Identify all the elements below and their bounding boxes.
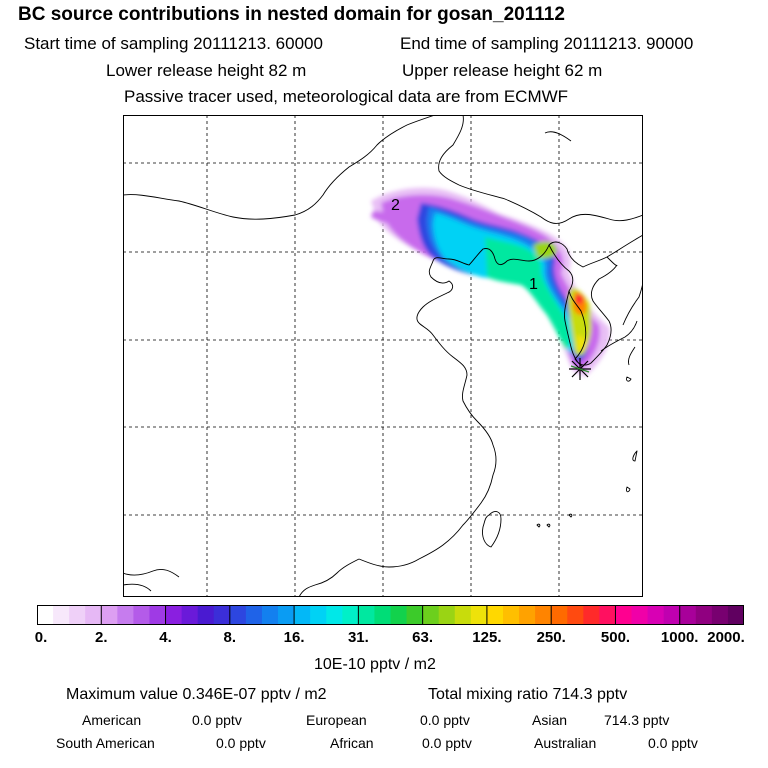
colorbar-cell (310, 605, 327, 625)
colorbar-tick-label: 500. (600, 629, 631, 646)
total-mixing-ratio-label: Total mixing ratio 714.3 pptv (428, 686, 628, 703)
colorbar-cell (599, 605, 616, 625)
map-panel: 2 1 (123, 115, 643, 597)
colorbar-tick-label: 1000. (660, 629, 699, 646)
colorbar-cell (502, 605, 520, 625)
colorbar-cell (679, 605, 697, 625)
colorbar-cell (261, 605, 279, 625)
region-value-european: 0.0 pptv (420, 712, 470, 728)
colorbar-cell (390, 605, 408, 625)
colorbar-cell (165, 605, 183, 625)
end-time-label: End time of sampling 20111213. 90000 (400, 34, 694, 53)
colorbar-cell (695, 605, 713, 625)
colorbar-tick-label: 16. (283, 629, 305, 646)
colorbar-cell (647, 605, 665, 625)
colorbar-cell (326, 605, 343, 625)
colorbar-cell (149, 605, 167, 625)
colorbar-cell (358, 605, 375, 625)
colorbar-cell (438, 605, 456, 625)
colorbar-cell (727, 605, 744, 625)
colorbar-cell (551, 605, 568, 625)
region-name-asian: Asian (532, 712, 568, 728)
colorbar-cell (117, 605, 134, 625)
colorbar-cell (278, 605, 295, 625)
colorbar-cell (406, 605, 424, 625)
colorbar-cell (197, 605, 215, 625)
region-name-australian: Australian (534, 735, 597, 751)
colorbar-cell (53, 605, 70, 625)
colorbar-cell (583, 605, 600, 625)
colorbar-cell (69, 605, 86, 625)
tracer-note: Passive tracer used, meteorological data… (124, 87, 569, 106)
start-time-label: Start time of sampling 20111213. 60000 (24, 34, 323, 53)
colorbar-cell (663, 605, 681, 625)
colorbar-cell (133, 605, 150, 625)
colorbar-tick-label: 4. (159, 629, 172, 646)
receptor-star-icon (569, 358, 591, 380)
colorbar-cell (615, 605, 633, 625)
lower-release-label: Lower release height 82 m (106, 61, 307, 80)
colorbar-cell (631, 605, 649, 625)
region-value-south-american: 0.0 pptv (216, 735, 266, 751)
colorbar-cell (535, 605, 552, 625)
colorbar-cell (342, 605, 359, 625)
coastlines (123, 115, 643, 597)
region-value-australian: 0.0 pptv (648, 735, 698, 751)
colorbar-tick-label: 31. (347, 629, 369, 646)
colorbar-cell (101, 605, 118, 625)
source-label-1: 1 (529, 276, 538, 293)
colorbar-cell (454, 605, 472, 625)
region-name-south-american: South American (56, 735, 155, 751)
colorbar-tick-label: 8. (223, 629, 237, 646)
colorbar-cell (486, 605, 504, 625)
colorbar-cell (85, 605, 102, 625)
maximum-value-label: Maximum value 0.346E-07 pptv / m2 (66, 686, 327, 703)
colorbar-tick-label: 2000. (707, 629, 745, 646)
colorbar-tick-label: 63. (412, 629, 434, 646)
region-value-american: 0.0 pptv (192, 712, 242, 728)
region-name-european: European (306, 712, 367, 728)
plot-title: BC source contributions in nested domain… (18, 4, 565, 25)
map-gridlines (123, 115, 643, 597)
colorbar-cell (422, 605, 440, 625)
colorbar-cell (37, 605, 54, 625)
colorbar-tick-label: 2. (95, 629, 108, 646)
colorbar-tick-label: 0. (34, 629, 48, 646)
colorbar-units: 10E-10 pptv / m2 (314, 656, 436, 673)
colorbar-cell (519, 605, 536, 625)
colorbar-cell (181, 605, 199, 625)
source-label-2: 2 (391, 197, 400, 214)
colorbar-cell (245, 605, 263, 625)
colorbar-cell (374, 605, 391, 625)
region-value-asian: 714.3 pptv (604, 712, 670, 728)
region-name-african: African (330, 735, 374, 751)
colorbar-cell (213, 605, 231, 625)
region-name-american: American (82, 712, 142, 728)
colorbar-cell (229, 605, 247, 625)
colorbar-tick-label: 125. (472, 629, 502, 646)
colorbar-tick-label: 250. (536, 629, 566, 646)
colorbar-cell (470, 605, 488, 625)
colorbar-cell (567, 605, 584, 625)
upper-release-label: Upper release height 62 m (402, 61, 603, 80)
colorbar-cell (294, 605, 311, 625)
colorbar-cell (711, 605, 729, 625)
region-value-african: 0.0 pptv (422, 735, 472, 751)
colorbar (37, 605, 744, 625)
concentration-plume (371, 187, 610, 377)
